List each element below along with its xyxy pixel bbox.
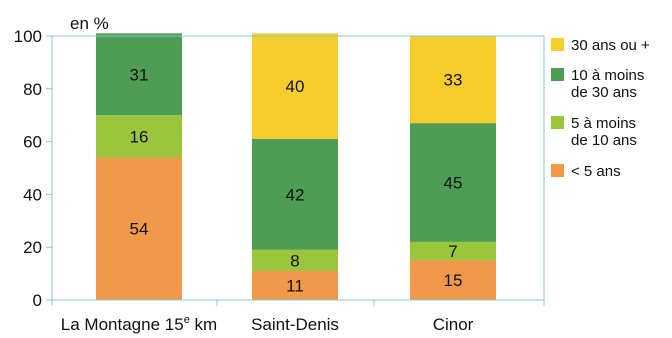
unit-label: en % [70,14,109,33]
bar-segment-1-1 [96,157,182,300]
legend-label: de 10 ans [571,132,637,149]
legend-label: de 30 ans [571,84,637,101]
y-tick-label: 20 [23,238,42,257]
legend-label: 5 à moins [571,115,636,132]
legend-label: 10 à moins [571,67,644,84]
bar-segment-1-2 [252,270,338,300]
legend-swatch [551,38,564,51]
legend-label: 30 ans ou + [571,37,650,54]
legend-swatch [551,116,564,129]
y-tick-label: 80 [23,80,42,99]
bar-segment-1-3 [410,260,496,300]
category-label: Cinor [433,315,474,334]
bar-segment-2-3 [410,241,496,261]
data-label: 7 [448,242,457,261]
data-label: 33 [444,71,463,90]
data-label: 40 [286,77,305,96]
data-label: 8 [290,251,299,270]
bars-layer [96,33,496,300]
data-label: 16 [130,127,149,146]
data-label: 45 [444,174,463,193]
bar-segment-4-3 [410,36,496,124]
category-label: Saint-Denis [251,315,339,334]
bar-segment-3-3 [410,123,496,242]
legend-swatch [551,164,564,177]
data-label: 11 [286,276,304,295]
plot-frame [51,35,545,301]
y-tick-label: 60 [23,133,42,152]
legend-swatch [551,68,564,81]
bar-segment-4-2 [252,33,338,139]
legend-label: < 5 ans [571,163,621,180]
labels-layer: en % 54 16 31 La Montagne 15e km 11 8 42 40 Saint… [61,14,474,334]
y-tick-label: 100 [14,27,42,46]
data-label: 31 [130,65,149,84]
y-tick-label: 0 [33,291,42,310]
data-label: 54 [130,220,149,239]
axes-layer: 0 20 40 60 80 100 [14,27,545,310]
data-label: 42 [286,185,305,204]
bar-segment-3-2 [252,138,338,250]
category-label: La Montagne 15e km [61,314,217,334]
data-label: 15 [444,271,463,290]
y-tick-label: 40 [23,185,42,204]
bar-segment-3-1 [96,33,182,116]
bar-segment-2-1 [96,115,182,158]
bar-segment-2-2 [252,249,338,271]
